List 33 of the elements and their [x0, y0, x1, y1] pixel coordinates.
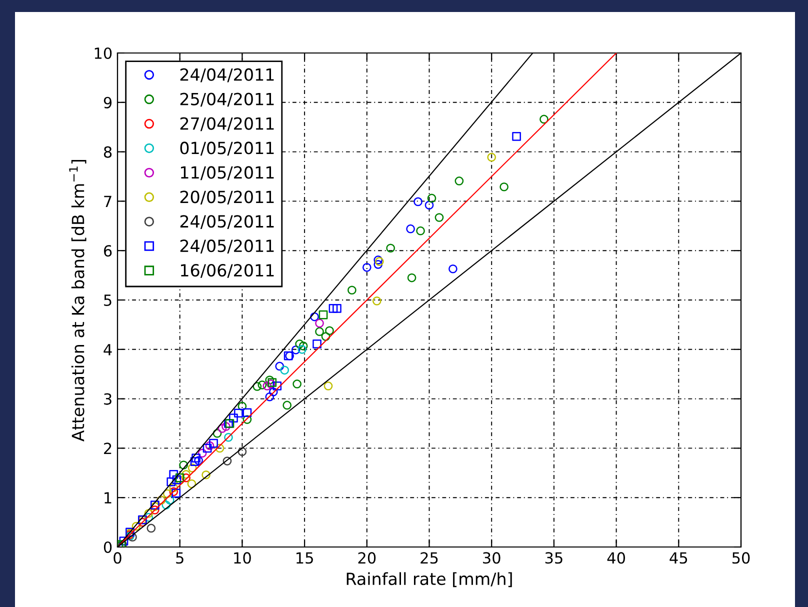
- y-tick-label: 2: [104, 442, 112, 454]
- x-tick-label: 15: [296, 552, 313, 564]
- x-tick-label: 0: [114, 552, 122, 564]
- y-tick-label: 5: [104, 294, 112, 306]
- y-tick-label: 4: [104, 344, 112, 356]
- legend-label: 25/04/2011: [180, 92, 274, 107]
- y-tick-label: 1: [104, 492, 112, 504]
- legend-label: 20/05/2011: [180, 190, 274, 205]
- legend-label: 24/05/2011: [180, 240, 274, 254]
- legend-label: 27/04/2011: [180, 117, 274, 132]
- y-tick-label: 6: [104, 245, 112, 257]
- legend-label: 01/05/2011: [180, 142, 274, 156]
- x-tick-label: 35: [545, 552, 562, 564]
- y-tick-label: 10: [94, 47, 112, 60]
- y-axis-title: Attenuation at Ka band [dB km$^{−1}$]: [69, 160, 86, 442]
- x-tick-label: 45: [670, 552, 688, 564]
- x-axis-title: Rainfall rate [mm/h]: [346, 572, 512, 588]
- y-tick-label: 3: [104, 393, 112, 405]
- legend-label: 24/04/2011: [180, 68, 274, 82]
- y-tick-label: 9: [104, 96, 112, 108]
- x-tick-label: 40: [607, 552, 626, 564]
- x-tick-label: 5: [176, 552, 184, 564]
- y-tick-label: 0: [104, 541, 112, 554]
- x-tick-label: 20: [358, 552, 376, 564]
- x-tick-label: 30: [483, 552, 500, 564]
- legend-label: 24/05/2011: [180, 215, 274, 229]
- x-tick-label: 50: [732, 552, 750, 564]
- legend-label: 16/06/2011: [180, 264, 274, 278]
- legend-label: 11/05/2011: [180, 166, 274, 180]
- x-tick-label: 10: [234, 552, 251, 564]
- y-tick-label: 8: [104, 146, 112, 158]
- x-tick-label: 25: [420, 552, 438, 564]
- y-tick-label: 7: [104, 196, 112, 208]
